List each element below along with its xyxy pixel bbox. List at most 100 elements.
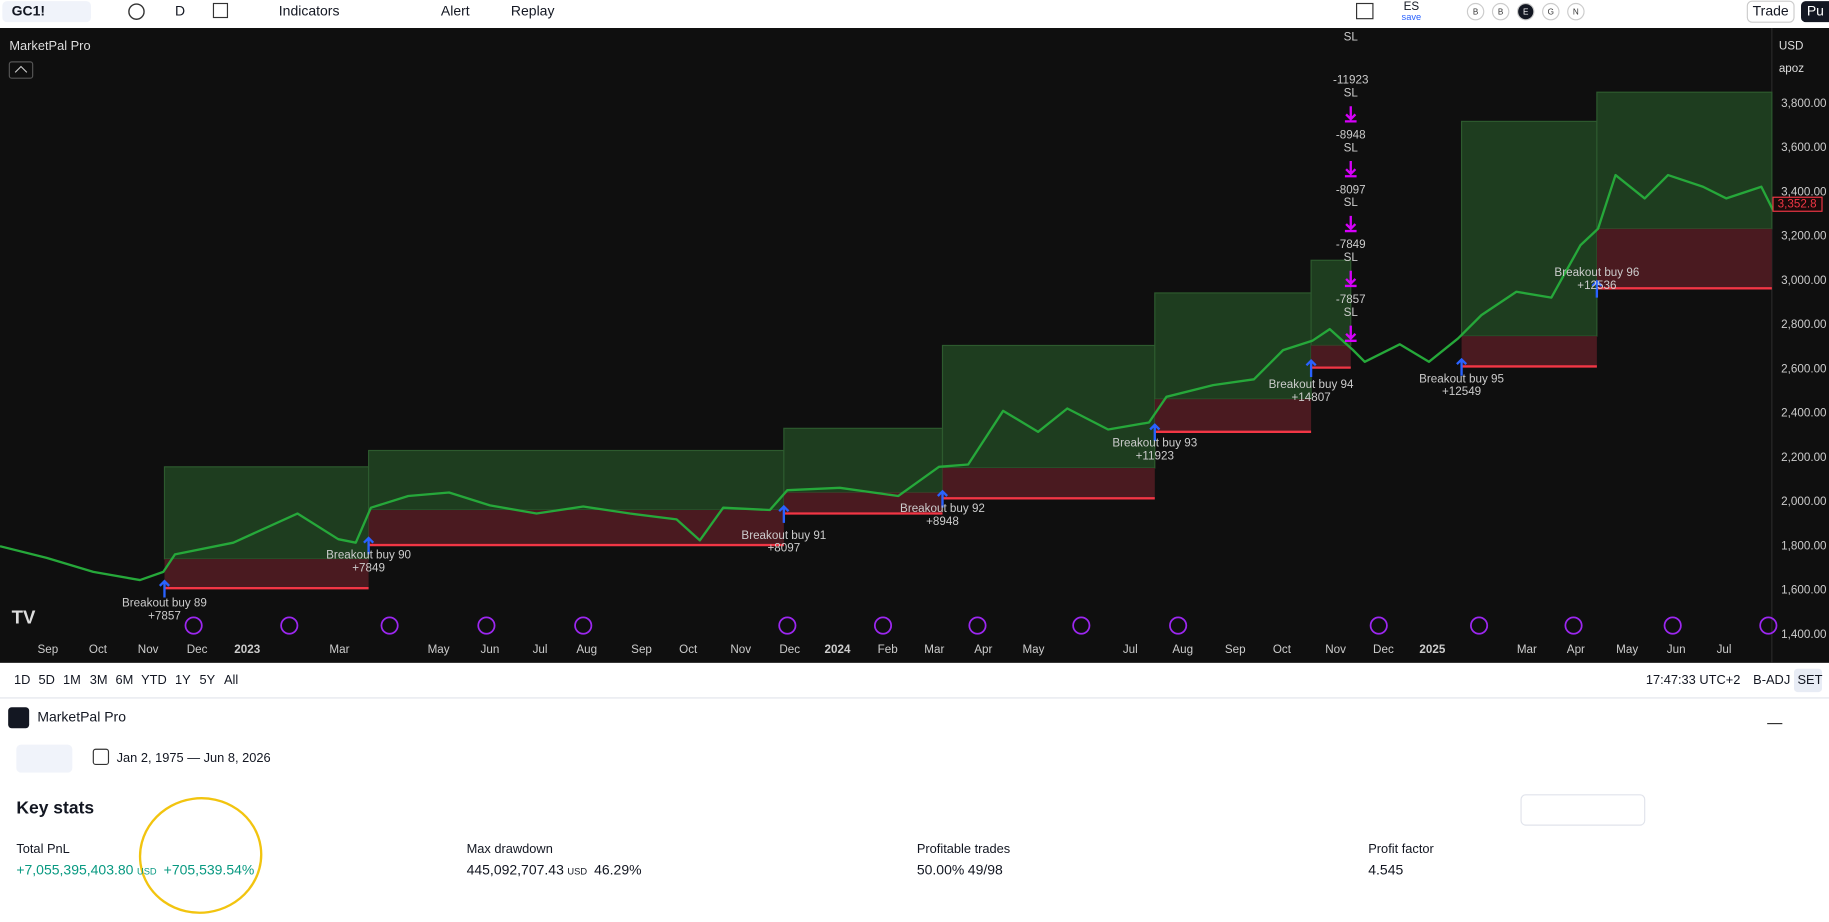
trade-label: Breakout buy 90 [326,549,411,562]
target-zone [1596,91,1773,230]
time-tick-label: 2024 [825,643,851,656]
timeframe-button[interactable]: 5D [38,672,54,687]
timeframe-button[interactable]: YTD [141,672,167,687]
timeframe-button[interactable]: 3M [90,672,108,687]
time-tick-label: Mar [924,643,944,656]
stat-label: Profit factor [1368,841,1434,856]
timeframe-button[interactable]: 5Y [199,672,215,687]
stop-tag: SL [1344,196,1359,209]
calendar-icon [92,748,110,766]
time-tick-label: Mar [329,643,349,656]
stat-tools [1520,794,1646,826]
chip[interactable] [1466,2,1485,21]
stop-result: -8097 [1336,183,1366,196]
time-tick-label: Feb [878,643,898,656]
stat-extra: 46.29% [594,861,641,877]
toolbar-button[interactable]: Replay [511,2,555,18]
highlight-annotation [138,797,263,914]
target-zone [368,449,785,511]
time-tick-label: Aug [576,643,597,656]
collapse-button[interactable] [8,61,34,79]
price-tick-label: 3,400.00 [1781,185,1827,198]
chart-type-icon[interactable] [212,2,229,19]
stat-label: Max drawdown [467,841,553,856]
adjust[interactable]: B-ADJ [1753,672,1790,687]
entry-arrow [937,489,948,508]
timeframe-button[interactable]: All [224,672,238,687]
timeframe-button[interactable]: 1M [63,672,81,687]
session-marker [1169,616,1188,635]
price-tick-label: 2,800.00 [1781,318,1827,331]
target-zone [1460,120,1598,337]
price-series [0,173,1775,582]
stop-arrow [1344,325,1357,342]
timeframe-button[interactable]: 1D [14,672,30,687]
timeframe-button[interactable]: 1Y [175,672,191,687]
session-marker [778,616,797,635]
layout-icon[interactable] [1356,2,1374,20]
session: SET [1798,672,1823,687]
stop-result: -7857 [1336,293,1366,306]
stat-value: +7,055,395,403.80 [16,861,133,877]
collapse-icon [14,65,28,73]
toolbar-button[interactable]: Alert [441,2,470,18]
chip-label: G [1548,7,1554,16]
stop-zone [783,492,943,514]
date-range[interactable]: Jan 2, 1975 — Jun 8, 2026 [117,750,271,765]
symbol[interactable]: GC1! [12,2,45,18]
session-marker [1072,616,1091,635]
chip[interactable] [1491,2,1510,21]
stop-tag: SL [1344,86,1359,99]
time-tick-label: 2023 [234,643,260,656]
stop-zone [164,559,369,589]
currency[interactable]: USD [1779,40,1804,53]
layout-name[interactable]: ES [1404,0,1420,13]
price-tick-label: 3,000.00 [1781,274,1827,287]
price-tick-label: 2,600.00 [1781,362,1827,375]
timeframe-button[interactable]: 6M [115,672,133,687]
time-tick-label: May [1616,643,1638,656]
interval[interactable]: D [175,2,185,18]
session-marker [280,616,299,635]
toolbar-button[interactable]: Indicators [279,2,340,18]
trade-result: +7857 [148,609,181,622]
session-box[interactable] [1794,668,1823,693]
trade-result: +12536 [1577,279,1616,292]
time-tick-label: Nov [730,643,751,656]
entry-arrow [1305,358,1317,377]
tv-logo: TV [12,606,36,627]
publish: Pu [1807,2,1824,18]
time-tick-label: Dec [779,643,800,656]
stop-result: -8948 [1336,128,1366,141]
time-tick-label: Jul [1717,643,1732,656]
scale-name[interactable]: apoz [1779,62,1804,75]
time-tick-label: May [1022,643,1044,656]
chip[interactable] [1516,2,1535,21]
symbol-box[interactable] [2,1,91,23]
stat-label: Profitable trades [917,841,1010,856]
trade-button[interactable] [1746,0,1795,23]
session-marker [873,616,893,635]
publish-button[interactable] [1801,1,1829,23]
time-tick-label: Apr [974,643,992,656]
chip[interactable] [1542,2,1560,21]
trade-label: Breakout buy 94 [1269,378,1354,391]
time-tick-label: Oct [1273,643,1292,656]
chip-label: E [1523,7,1529,16]
trade-label: Breakout buy 96 [1554,266,1639,279]
view-toggle[interactable] [16,744,73,773]
trade-label: Breakout buy 89 [122,596,207,609]
price-tick-label: 1,600.00 [1781,584,1827,597]
session-marker [968,616,987,635]
indicator-name: MarketPal Pro [9,38,90,53]
add-symbol-icon[interactable] [128,3,145,20]
time-tick-label: Mar [1517,643,1537,656]
chip[interactable] [1567,2,1585,21]
trade: Trade [1753,2,1789,18]
session-marker [574,616,593,635]
session-marker [477,616,496,635]
time-tick-label: Jul [533,643,548,656]
stat-value: 445,092,707.43 [467,861,565,877]
strategy-name[interactable]: MarketPal Pro [37,708,126,724]
entry-arrow [1591,279,1603,298]
